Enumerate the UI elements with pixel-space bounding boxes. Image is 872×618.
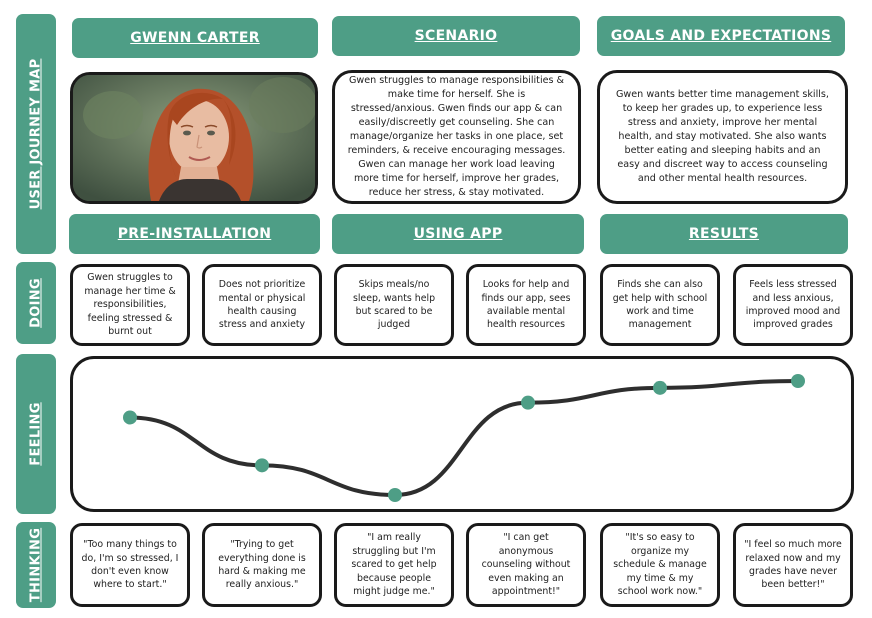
thinking-card: "I am really struggling but I'm scared t…: [334, 523, 454, 607]
doing-text: Does not prioritize mental or physical h…: [218, 279, 306, 331]
thinking-card: "Trying to get everything done is hard &…: [202, 523, 322, 607]
doing-text: Finds she can also get help with school …: [612, 279, 708, 331]
thinking-card: "I feel so much more relaxed now and my …: [733, 523, 853, 607]
doing-card: Finds she can also get help with school …: [600, 264, 720, 346]
goals-header: GOALS AND EXPECTATIONS: [597, 16, 845, 56]
doing-card: Looks for help and finds our app, sees a…: [466, 264, 586, 346]
goals-text-box: Gwen wants better time management skills…: [597, 70, 848, 204]
phase-results: RESULTS: [600, 214, 848, 254]
portrait-photo-icon: [73, 75, 315, 201]
doing-text: Looks for help and finds our app, sees a…: [481, 279, 571, 331]
feeling-point-3: [388, 488, 402, 502]
phase-using-app: USING APP: [332, 214, 584, 254]
doing-card: Skips meals/no sleep, wants help but sca…: [334, 264, 454, 346]
doing-text: Gwen struggles to manage her time & resp…: [84, 272, 176, 338]
thinking-card: "It's so easy to organize my schedule & …: [600, 523, 720, 607]
feeling-point-1: [123, 410, 137, 425]
thinking-side-label: THINKING: [16, 522, 56, 608]
thinking-quote: "It's so easy to organize my schedule & …: [613, 532, 707, 598]
doing-card: Gwen struggles to manage her time & resp…: [70, 264, 190, 346]
thinking-quote: "Trying to get everything done is hard &…: [218, 539, 306, 591]
doing-text: Skips meals/no sleep, wants help but sca…: [352, 279, 436, 331]
doing-text: Feels less stressed and less anxious, im…: [745, 279, 841, 331]
journey-side-label: USER JOURNEY MAP: [16, 14, 56, 254]
thinking-quote: "I can get anonymous counseling without …: [481, 532, 571, 598]
feeling-point-6: [791, 374, 805, 388]
thinking-quote: "I am really struggling but I'm scared t…: [351, 532, 437, 598]
feeling-chart-box: [70, 356, 854, 512]
goals-text: Gwen wants better time management skills…: [616, 89, 829, 184]
feeling-point-5: [653, 380, 667, 395]
scenario-text-box: Gwen struggles to manage responsibilitie…: [332, 70, 581, 204]
thinking-card: "I can get anonymous counseling without …: [466, 523, 586, 607]
thinking-card: "Too many things to do, I'm so stressed,…: [70, 523, 190, 607]
scenario-text: Gwen struggles to manage responsibilitie…: [347, 75, 566, 198]
persona-name-header: GWENN CARTER: [72, 18, 318, 58]
doing-side-label: DOING: [16, 262, 56, 344]
doing-card: Does not prioritize mental or physical h…: [202, 264, 322, 346]
scenario-header: SCENARIO: [332, 16, 580, 56]
feeling-side-label: FEELING: [16, 354, 56, 514]
feeling-point-4: [521, 395, 535, 410]
feeling-point-2: [255, 458, 269, 473]
persona-photo: [70, 72, 318, 204]
thinking-quote: "Too many things to do, I'm so stressed,…: [81, 539, 179, 591]
phase-pre-installation: PRE-INSTALLATION: [69, 214, 320, 254]
feeling-series-line: [128, 379, 800, 498]
doing-card: Feels less stressed and less anxious, im…: [733, 264, 853, 346]
thinking-quote: "I feel so much more relaxed now and my …: [744, 539, 842, 591]
